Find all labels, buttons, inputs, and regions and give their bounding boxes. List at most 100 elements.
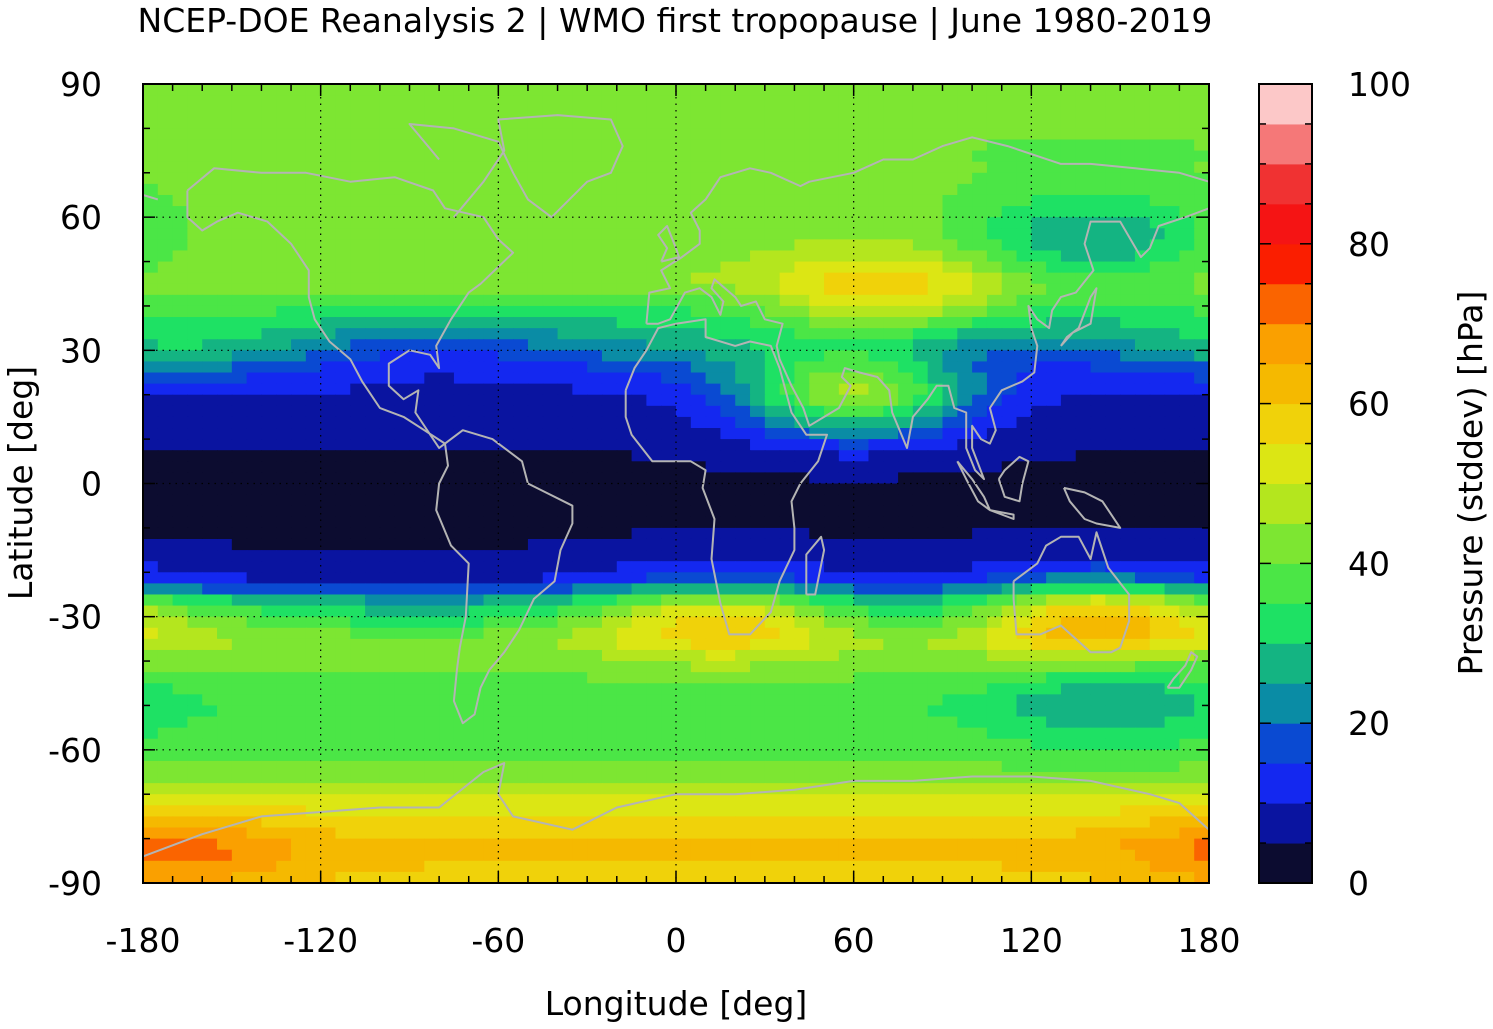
heatmap-cell <box>868 483 884 496</box>
heatmap-cell <box>912 594 929 607</box>
heatmap-cell <box>231 494 248 507</box>
heatmap-cell <box>231 638 248 651</box>
heatmap-cell <box>1149 483 1166 496</box>
heatmap-cell <box>409 339 425 351</box>
heatmap-cell <box>394 849 411 862</box>
heatmap-cell <box>394 217 411 229</box>
heatmap-cell <box>1120 128 1136 141</box>
heatmap-cell <box>572 261 588 274</box>
heatmap-cell <box>587 716 603 729</box>
heatmap-cell <box>957 583 973 596</box>
heatmap-cell <box>1120 294 1136 307</box>
heatmap-cell <box>957 672 973 684</box>
heatmap-cell <box>557 416 573 429</box>
heatmap-cell <box>231 194 248 207</box>
heatmap-cell <box>883 516 899 529</box>
heatmap-cell <box>1060 206 1077 218</box>
heatmap-cell <box>750 683 766 695</box>
heatmap-cell <box>1149 661 1166 673</box>
heatmap-cell <box>868 228 884 240</box>
heatmap-cell <box>513 572 529 584</box>
heatmap-cell <box>1194 827 1210 840</box>
heatmap-cell <box>513 339 529 351</box>
heatmap-cell <box>957 805 973 818</box>
heatmap-cell <box>809 450 825 462</box>
heatmap-cell <box>246 538 263 551</box>
heatmap-cell <box>631 84 647 96</box>
heatmap-cell <box>824 206 840 218</box>
heatmap-cell <box>809 394 825 407</box>
heatmap-cell <box>453 805 470 818</box>
heatmap-cell <box>542 805 559 818</box>
heatmap-cell <box>972 261 988 274</box>
heatmap-cell <box>542 428 559 440</box>
heatmap-cell <box>601 161 618 174</box>
heatmap-cell <box>616 117 633 129</box>
heatmap-cell <box>217 705 233 718</box>
heatmap-cell <box>986 183 1003 196</box>
heatmap-cell <box>527 749 544 762</box>
heatmap-cell <box>1134 538 1151 551</box>
heatmap-cell <box>498 95 514 107</box>
heatmap-cell <box>157 361 174 374</box>
heatmap-cell <box>927 794 944 806</box>
heatmap-cell <box>853 150 870 163</box>
heatmap-cell <box>157 838 174 851</box>
heatmap-cell <box>1134 550 1151 562</box>
heatmap-cell <box>1031 727 1047 740</box>
heatmap-cell <box>676 738 692 751</box>
heatmap-cell <box>809 649 825 662</box>
heatmap-cell <box>1194 694 1210 707</box>
heatmap-cell <box>379 783 396 795</box>
heatmap-cell <box>912 84 929 96</box>
heatmap-cell <box>527 616 544 629</box>
heatmap-cell <box>661 250 677 263</box>
heatmap-cell <box>661 405 677 418</box>
heatmap-cell <box>764 561 781 573</box>
heatmap-cell <box>1075 172 1092 185</box>
heatmap-cell <box>187 261 203 274</box>
heatmap-cell <box>1134 583 1151 596</box>
heatmap-cell <box>409 106 425 118</box>
heatmap-cell <box>750 838 766 851</box>
heatmap-cell <box>350 217 366 229</box>
heatmap-cell <box>616 461 633 474</box>
heatmap-cell <box>720 239 736 252</box>
heatmap-cell <box>276 106 292 118</box>
heatmap-cell <box>291 572 307 584</box>
heatmap-cell <box>157 305 174 318</box>
heatmap-cell <box>853 428 870 440</box>
heatmap-cell <box>883 450 899 462</box>
heatmap-cell <box>453 616 470 629</box>
heatmap-cell <box>1105 827 1121 840</box>
heatmap-cell <box>720 272 736 285</box>
heatmap-cell <box>231 328 248 340</box>
heatmap-cell <box>1105 250 1121 263</box>
heatmap-cell <box>276 716 292 729</box>
heatmap-cell <box>498 627 514 640</box>
heatmap-cell <box>750 161 766 174</box>
heatmap-cell <box>824 372 840 385</box>
heatmap-cell <box>394 794 411 806</box>
heatmap-cell <box>320 250 337 263</box>
heatmap-cell <box>1016 827 1032 840</box>
heatmap-cell <box>439 538 455 551</box>
heatmap-cell <box>957 206 973 218</box>
heatmap-cell <box>187 816 203 829</box>
heatmap-cell <box>1179 228 1195 240</box>
heatmap-cell <box>231 261 248 274</box>
heatmap-cell <box>838 84 855 96</box>
heatmap-cell <box>587 372 603 385</box>
heatmap-cell <box>616 772 633 784</box>
heatmap-cell <box>927 461 944 474</box>
heatmap-cell <box>439 361 455 374</box>
heatmap-cell <box>912 405 929 418</box>
heatmap-cell <box>1149 217 1166 229</box>
heatmap-cell <box>320 561 337 573</box>
heatmap-cell <box>1090 783 1106 795</box>
heatmap-cell <box>735 561 751 573</box>
heatmap-cell <box>379 294 396 307</box>
heatmap-cell <box>1046 561 1062 573</box>
heatmap-cell <box>320 827 337 840</box>
